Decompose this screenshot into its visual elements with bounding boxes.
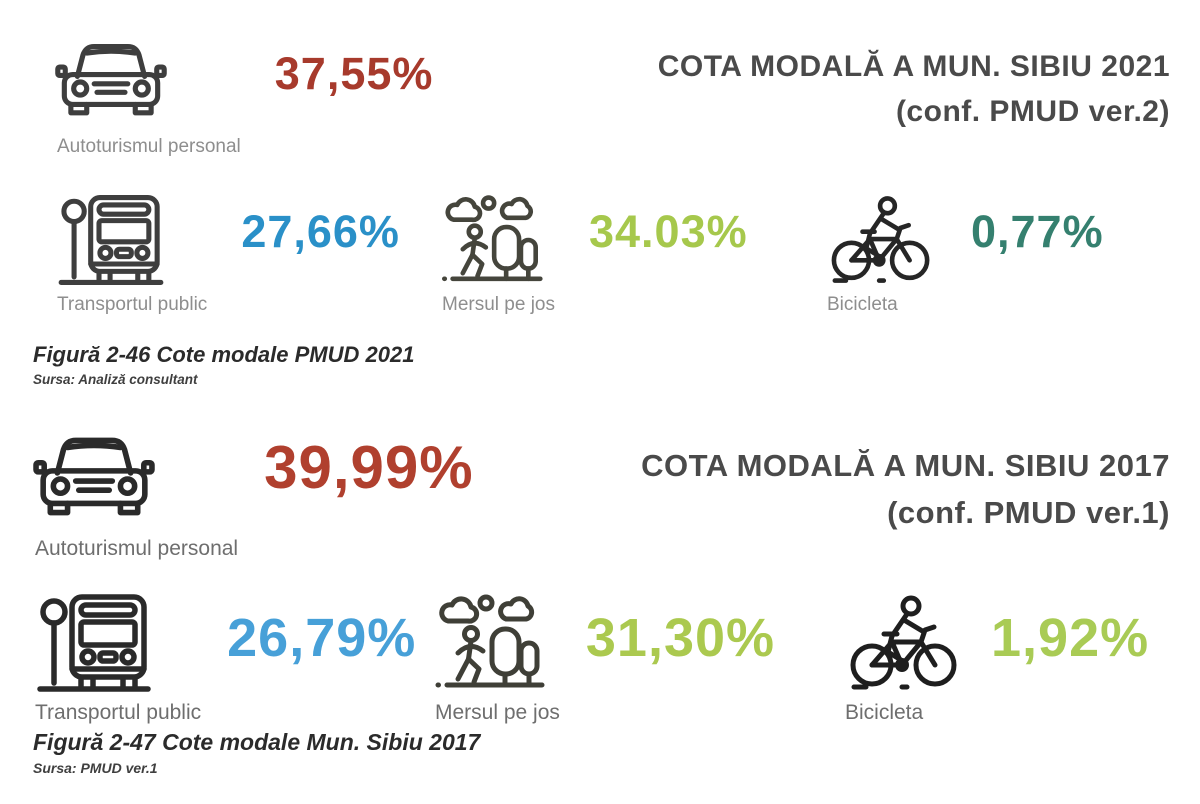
section-title-2021-line2: (conf. PMUD ver.2) <box>895 95 1170 128</box>
section-title-2017-line2: (conf. PMUD ver.1) <box>887 494 1170 530</box>
bus-stop-icon <box>33 591 155 695</box>
stat-bike-icon-col: Bicicleta <box>825 192 937 316</box>
figure-caption-2017: Figură 2-47 Cote modale Mun. Sibiu 2017 <box>33 729 481 755</box>
car-icon <box>55 34 167 130</box>
stat-label-bus: Transportul public <box>35 701 202 724</box>
stat-value-bus: 26,79% <box>227 608 417 668</box>
stat-bus-icon-col: Transportul public <box>33 591 201 725</box>
figure-source-2017: Sursa: PMUD ver.1 <box>33 760 158 776</box>
stat-walk-icon-col: Mersul pe jos <box>433 591 560 725</box>
stat-walk-2021: Mersul pe jos 34.03% <box>440 192 825 316</box>
figure-2021-top-row: Autoturismul personal 37,55% COTA MODALĂ… <box>55 34 1170 158</box>
figure-2021: Autoturismul personal 37,55% COTA MODALĂ… <box>33 34 1170 387</box>
section-title-2021: COTA MODALĂ A MUN. SIBIU 2021 (conf. PMU… <box>658 44 1170 134</box>
stat-car-icon-col: Autoturismul personal <box>33 427 238 561</box>
stat-label-car: Autoturismul personal <box>57 136 241 157</box>
stat-bus-2017: Transportul public 26,79% <box>33 591 433 725</box>
stat-value-bike: 1,92% <box>991 608 1150 668</box>
section-title-2017: COTA MODALĂ A MUN. SIBIU 2017 (conf. PMU… <box>641 443 1170 536</box>
stat-value-walk: 31,30% <box>585 608 776 668</box>
stat-label-walk: Mersul pe jos <box>442 294 555 315</box>
stat-label-car: Autoturismul personal <box>35 537 239 560</box>
stat-label-walk: Mersul pe jos <box>435 701 560 724</box>
stat-value-car: 39,99% <box>264 434 474 501</box>
stat-bike-2021: Bicicleta 0,77% <box>825 192 1170 316</box>
stat-label-bike: Bicicleta <box>845 701 924 724</box>
stat-value-bike: 0,77% <box>971 206 1104 257</box>
bicycle-icon <box>843 591 965 695</box>
stat-value-walk: 34.03% <box>589 206 748 257</box>
stat-value-bus: 27,66% <box>241 206 400 257</box>
figure-2017: Autoturismul personal 39,99% COTA MODALĂ… <box>33 427 1170 776</box>
stat-label-bus: Transportul public <box>57 294 208 315</box>
stat-value-car: 37,55% <box>274 48 434 99</box>
stat-car-2017: Autoturismul personal 39,99% <box>33 427 474 561</box>
stat-car-icon-col: Autoturismul personal <box>55 34 241 158</box>
bicycle-icon <box>825 192 937 288</box>
stat-bike-2017: Bicicleta 1,92% <box>843 591 1170 725</box>
figure-2021-bottom-row: Transportul public 27,66% Mersul pe jos … <box>55 192 1170 316</box>
figure-2017-bottom-row: Transportul public 26,79% Mersul pe jos … <box>33 591 1170 725</box>
section-title-2017-line1: COTA MODALĂ A MUN. SIBIU 2017 <box>641 448 1170 483</box>
stat-walk-icon-col: Mersul pe jos <box>440 192 555 316</box>
stat-label-bike: Bicicleta <box>827 294 898 315</box>
stat-walk-2017: Mersul pe jos 31,30% <box>433 591 843 725</box>
stat-bus-icon-col: Transportul public <box>55 192 207 316</box>
section-title-2021-line1: COTA MODALĂ A MUN. SIBIU 2021 <box>657 50 1170 83</box>
figure-2017-top-row: Autoturismul personal 39,99% COTA MODALĂ… <box>33 427 1170 561</box>
stat-bike-icon-col: Bicicleta <box>843 591 965 725</box>
figure-source-2021: Sursa: Analiză consultant <box>33 372 198 387</box>
figure-caption-2021: Figură 2-46 Cote modale PMUD 2021 <box>33 342 415 367</box>
pedestrian-icon <box>440 192 552 288</box>
stat-bus-2021: Transportul public 27,66% <box>55 192 440 316</box>
pedestrian-icon <box>433 591 555 695</box>
bus-stop-icon <box>55 192 167 288</box>
stat-car-2021: Autoturismul personal 37,55% <box>55 34 433 158</box>
car-icon <box>33 427 155 531</box>
